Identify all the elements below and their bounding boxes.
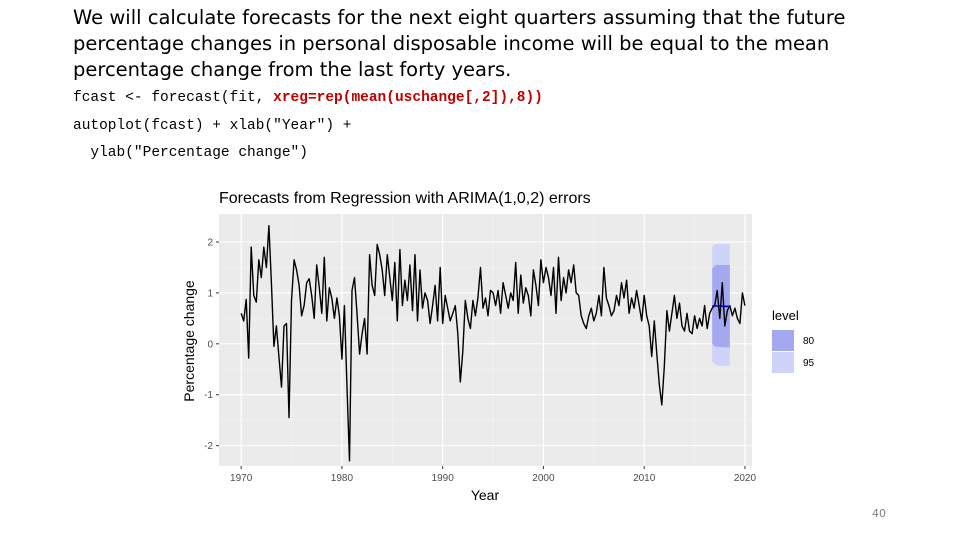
chart-title: Forecasts from Regression with ARIMA(1,0… [219,190,591,207]
forecast-line [712,305,730,308]
y-tick-label: 2 [207,238,213,249]
x-axis-label: Year [471,487,500,503]
x-axis: 1970 1980 1990 2000 2010 2020 [230,466,757,484]
grid-major [219,214,752,466]
plot-panel [219,214,752,466]
intro-line-1: We will calculate forecasts for the next… [73,6,846,29]
intro-line-3: percentage change from the last forty ye… [73,58,512,81]
code-line-2: autoplot(fcast) + xlab("Year") + [73,118,352,134]
x-tick-label: 2000 [532,473,555,484]
x-tick-label: 1980 [331,473,354,484]
legend-title: level [772,308,799,323]
y-tick-label: -2 [204,441,213,452]
y-axis-label: Percentage change [181,280,197,402]
page-number: 40 [872,507,886,520]
legend-label-95: 95 [803,358,815,369]
legend-label-80: 80 [803,336,815,347]
legend-swatch-95 [772,352,794,373]
x-tick-label: 2020 [734,473,757,484]
y-tick-label: 1 [207,288,213,299]
code-line-1-highlight: xreg=rep(mean(uschange[,2]),8)) [273,90,543,106]
legend: level 80 95 [772,308,815,373]
x-tick-label: 1970 [230,473,253,484]
y-tick-label: -1 [204,390,213,401]
intro-paragraph: We will calculate forecasts for the next… [73,5,873,83]
y-tick-label: 0 [207,339,213,350]
series-line [240,225,746,462]
grid-minor [219,214,752,466]
intro-line-2: percentage changes in personal disposabl… [73,32,830,55]
code-line-1: fcast <- forecast(fit, xreg=rep(mean(usc… [73,90,543,106]
y-axis: -2 -1 0 1 2 [204,238,219,452]
code-line-1-prefix: fcast <- forecast(fit, [73,90,274,106]
legend-swatch-80 [772,330,794,351]
code-line-3: ylab("Percentage change") [73,145,308,161]
x-tick-label: 2010 [633,473,656,484]
x-tick-label: 1990 [432,473,455,484]
forecast-chart: Forecasts from Regression with ARIMA(1,0… [181,190,815,503]
